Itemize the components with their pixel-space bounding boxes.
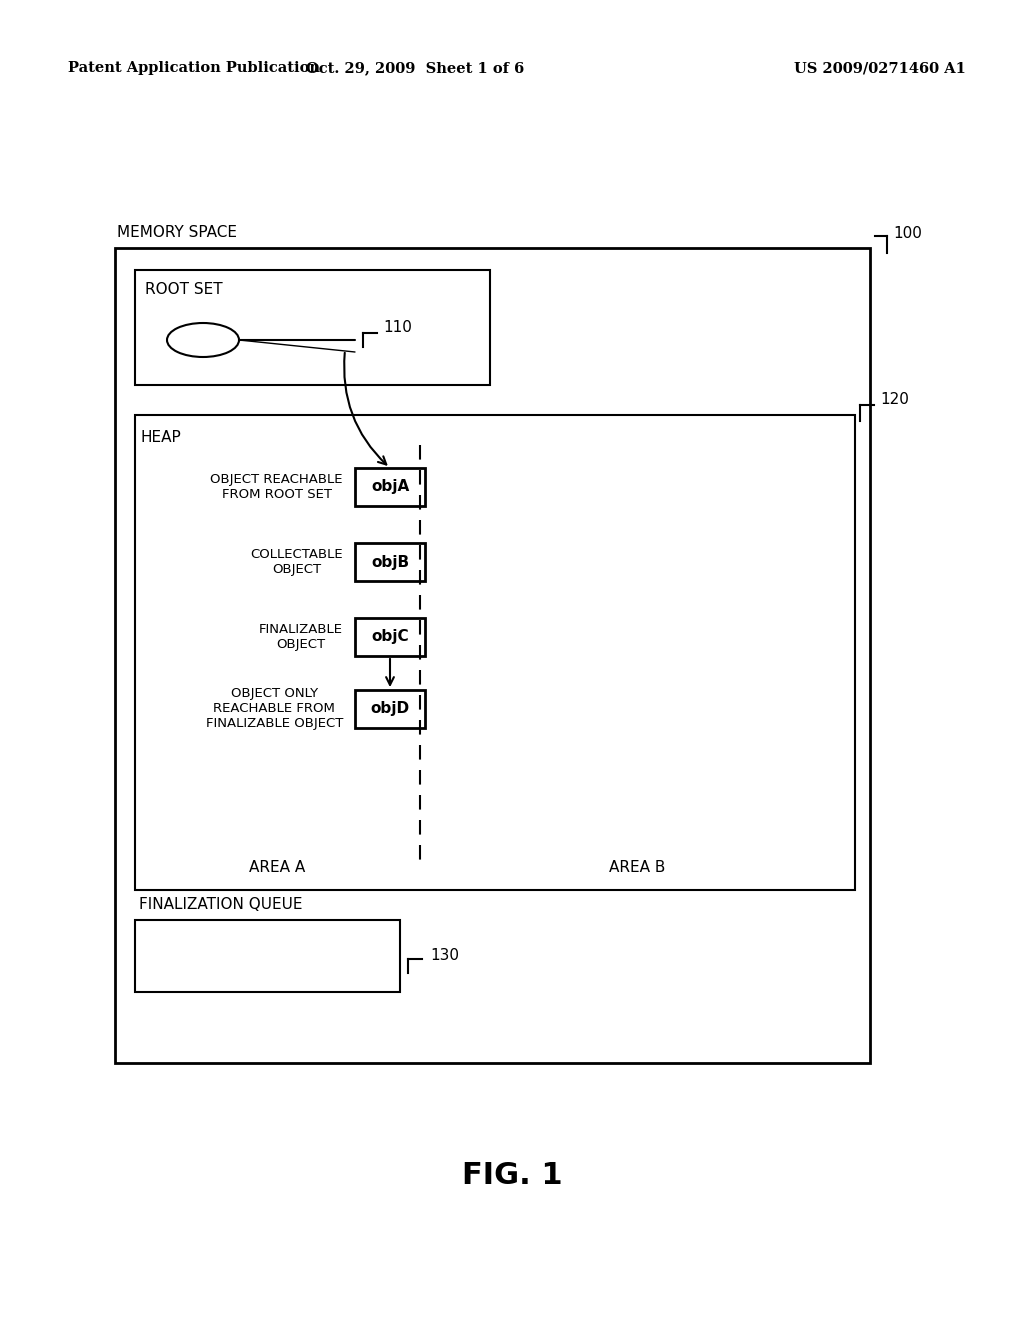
- Text: AREA A: AREA A: [249, 861, 305, 875]
- Ellipse shape: [167, 323, 239, 356]
- Text: AREA B: AREA B: [609, 861, 666, 875]
- Text: OBJECT ONLY
REACHABLE FROM
FINALIZABLE OBJECT: OBJECT ONLY REACHABLE FROM FINALIZABLE O…: [206, 688, 343, 730]
- Text: objA: objA: [371, 479, 410, 495]
- Bar: [355, 690, 425, 729]
- Text: COLLECTABLE
OBJECT: COLLECTABLE OBJECT: [251, 548, 343, 576]
- Text: objB: objB: [371, 554, 409, 569]
- Text: objC: objC: [371, 630, 409, 644]
- Text: HEAP: HEAP: [140, 430, 181, 445]
- Text: Patent Application Publication: Patent Application Publication: [68, 61, 319, 75]
- Bar: [355, 543, 425, 581]
- Text: objD: objD: [371, 701, 410, 717]
- Bar: [135, 920, 400, 993]
- Bar: [355, 618, 425, 656]
- Text: FINALIZATION QUEUE: FINALIZATION QUEUE: [139, 898, 302, 912]
- Text: ROOT SET: ROOT SET: [145, 282, 222, 297]
- Text: OBJECT REACHABLE
FROM ROOT SET: OBJECT REACHABLE FROM ROOT SET: [211, 473, 343, 502]
- Text: 100: 100: [893, 227, 922, 242]
- Bar: [135, 271, 490, 385]
- Text: 130: 130: [430, 948, 459, 962]
- Text: 120: 120: [880, 392, 909, 407]
- Text: MEMORY SPACE: MEMORY SPACE: [117, 224, 237, 240]
- Text: US 2009/0271460 A1: US 2009/0271460 A1: [794, 61, 966, 75]
- Bar: [355, 469, 425, 506]
- Text: Oct. 29, 2009  Sheet 1 of 6: Oct. 29, 2009 Sheet 1 of 6: [306, 61, 524, 75]
- Bar: [135, 414, 855, 890]
- Text: 110: 110: [383, 319, 412, 334]
- Bar: [115, 248, 870, 1063]
- Text: FIG. 1: FIG. 1: [462, 1160, 562, 1189]
- Text: FINALIZABLE
OBJECT: FINALIZABLE OBJECT: [259, 623, 343, 651]
